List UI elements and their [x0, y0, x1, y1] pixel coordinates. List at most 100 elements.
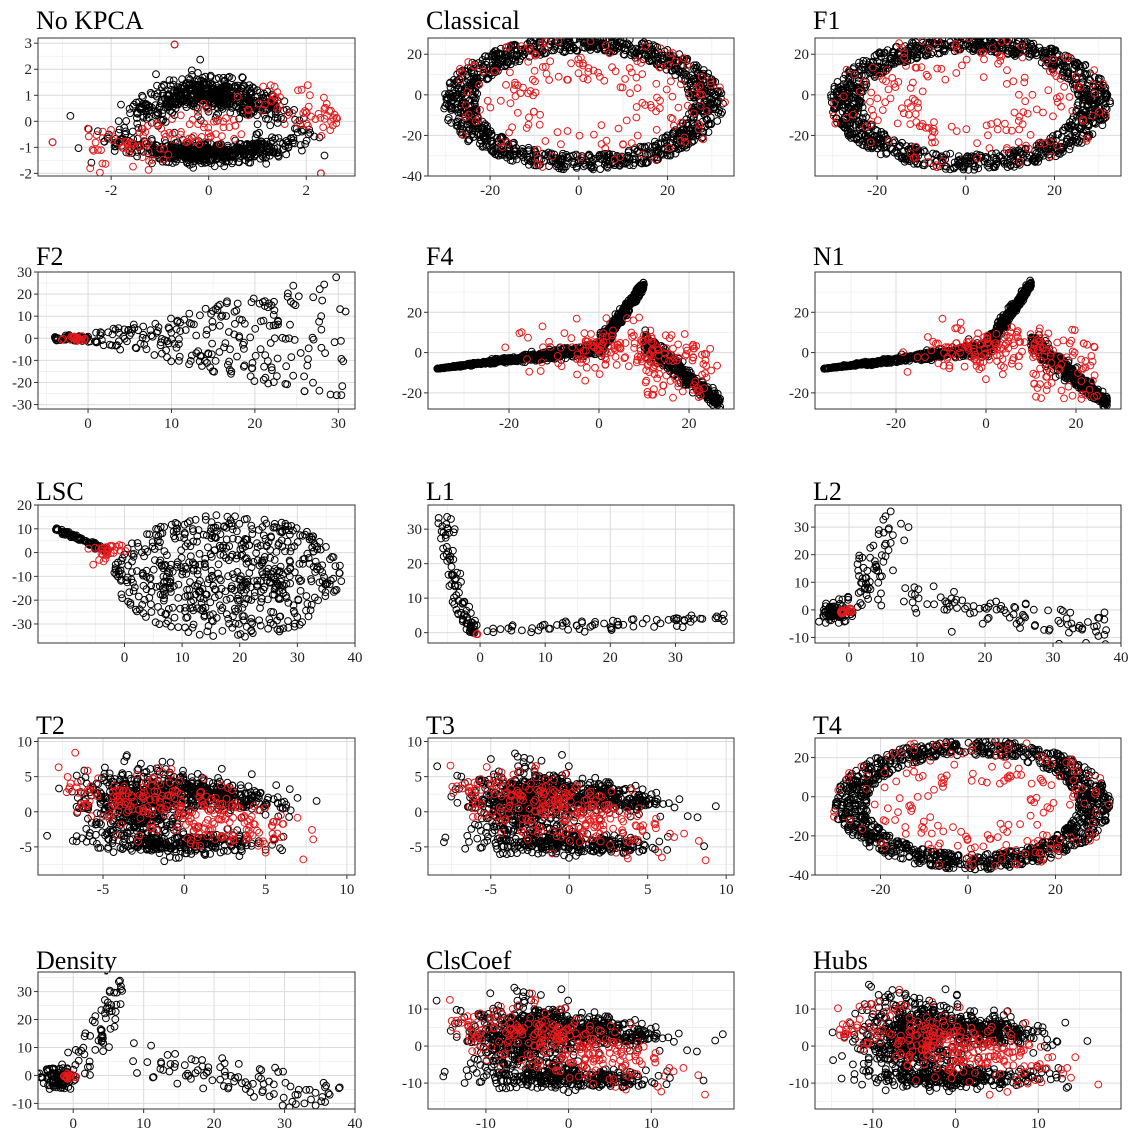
- data-point: [75, 145, 82, 152]
- data-point: [288, 354, 295, 361]
- y-tick-label: 3: [25, 36, 33, 52]
- y-tick-label: -40: [402, 169, 422, 185]
- data-point: [1002, 120, 1009, 127]
- data-point: [233, 307, 240, 314]
- data-point: [543, 70, 550, 77]
- y-tick-label: 20: [17, 287, 32, 303]
- data-point: [337, 306, 344, 313]
- x-tick-label: 2: [302, 183, 310, 199]
- data-point: [320, 124, 327, 131]
- data-point: [176, 336, 183, 343]
- data-point: [188, 67, 195, 74]
- data-point: [497, 97, 504, 104]
- data-point: [983, 122, 990, 129]
- y-tick-label: 1: [25, 88, 33, 104]
- y-tick-label: 0: [25, 114, 33, 130]
- data-point: [1010, 78, 1017, 85]
- data-point: [252, 352, 259, 359]
- data-point: [170, 77, 177, 84]
- data-point: [1003, 81, 1010, 88]
- data-point: [164, 354, 171, 361]
- data-point: [668, 78, 675, 85]
- data-point: [149, 333, 156, 340]
- data-point: [909, 95, 916, 102]
- data-point: [290, 372, 297, 379]
- y-tick-label: 20: [794, 47, 809, 63]
- data-point: [628, 140, 635, 147]
- data-point: [130, 163, 137, 170]
- data-point: [919, 88, 926, 95]
- x-tick-label: -20: [480, 183, 500, 199]
- x-tick-label: 0: [962, 183, 970, 199]
- data-point: [547, 58, 554, 65]
- data-point: [554, 129, 561, 136]
- data-point: [889, 75, 896, 82]
- x-tick-label: 20: [1047, 183, 1062, 199]
- data-point: [1058, 103, 1065, 110]
- data-point: [283, 363, 290, 370]
- data-point: [153, 71, 160, 78]
- data-point: [503, 82, 510, 89]
- data-point: [316, 286, 323, 293]
- data-point: [536, 121, 543, 128]
- data-point: [882, 99, 889, 106]
- data-point: [915, 104, 922, 111]
- y-tick-label: -20: [789, 128, 809, 144]
- data-point: [986, 145, 993, 152]
- data-point: [601, 77, 608, 84]
- x-tick-label: 30: [331, 416, 346, 432]
- y-tick-label: -1: [20, 140, 33, 156]
- y-tick-label: 0: [802, 88, 810, 104]
- y-tick-label: 0: [415, 88, 423, 104]
- data-point: [322, 350, 329, 357]
- data-point: [532, 78, 539, 85]
- data-point: [247, 334, 254, 341]
- data-point: [506, 129, 513, 136]
- data-point: [907, 121, 914, 128]
- data-point: [92, 139, 99, 146]
- data-point: [684, 102, 691, 109]
- y-tick-label: -10: [12, 353, 32, 369]
- data-point: [529, 76, 536, 83]
- data-point: [209, 340, 216, 347]
- data-point: [1021, 74, 1028, 81]
- data-point: [274, 373, 281, 380]
- data-point: [598, 141, 605, 148]
- data-point: [304, 362, 311, 369]
- data-point: [1016, 113, 1023, 120]
- data-point: [171, 41, 178, 48]
- data-point: [598, 122, 605, 129]
- y-tick-label: -20: [12, 375, 32, 391]
- data-point: [197, 56, 204, 63]
- data-point: [634, 85, 641, 92]
- data-point: [240, 341, 247, 348]
- data-point: [623, 117, 630, 124]
- data-point: [558, 141, 565, 148]
- data-point: [221, 344, 228, 351]
- x-tick-label: 0: [205, 183, 213, 199]
- data-point: [653, 80, 660, 87]
- data-point: [959, 62, 966, 69]
- data-point: [669, 93, 676, 100]
- data-point: [1022, 98, 1029, 105]
- data-point: [953, 128, 960, 135]
- data-point: [301, 373, 308, 380]
- data-point: [197, 312, 204, 319]
- data-point: [305, 356, 312, 363]
- y-tick-label: 10: [17, 309, 32, 325]
- y-tick-label: -20: [402, 128, 422, 144]
- x-tick-label: 20: [247, 416, 262, 432]
- data-point: [1015, 139, 1022, 146]
- data-point: [1020, 109, 1027, 116]
- data-point: [597, 166, 604, 173]
- data-point: [517, 90, 524, 97]
- data-point: [97, 169, 104, 176]
- data-point: [1061, 83, 1068, 90]
- data-point: [622, 76, 629, 83]
- data-point: [1045, 87, 1052, 94]
- data-point: [271, 307, 278, 314]
- data-point: [203, 331, 210, 338]
